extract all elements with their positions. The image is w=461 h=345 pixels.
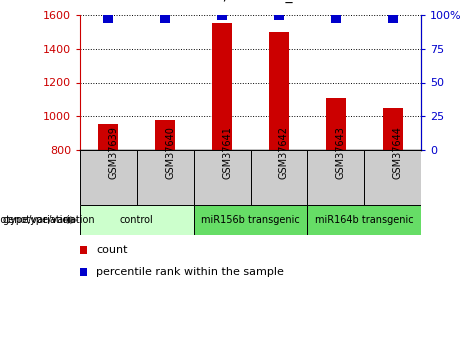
Bar xyxy=(194,150,250,205)
Text: count: count xyxy=(96,245,128,255)
Point xyxy=(332,15,339,20)
Text: control: control xyxy=(120,215,154,225)
Text: genotype/variation: genotype/variation xyxy=(0,215,78,225)
Point xyxy=(79,247,86,253)
Text: miR164b transgenic: miR164b transgenic xyxy=(315,215,414,225)
Point xyxy=(389,15,396,20)
Bar xyxy=(326,98,346,150)
Text: GSM37642: GSM37642 xyxy=(279,126,289,179)
Text: percentile rank within the sample: percentile rank within the sample xyxy=(96,267,284,277)
Point xyxy=(105,15,112,20)
Bar xyxy=(80,150,137,205)
Bar xyxy=(194,205,307,235)
Text: GSM37640: GSM37640 xyxy=(165,126,175,179)
Bar xyxy=(155,120,175,150)
Point xyxy=(161,15,169,20)
Text: miR156b transgenic: miR156b transgenic xyxy=(201,215,300,225)
Text: ▶: ▶ xyxy=(70,215,78,225)
Bar xyxy=(250,150,307,205)
Bar xyxy=(269,32,289,150)
Point xyxy=(275,12,283,18)
Text: GSM37643: GSM37643 xyxy=(336,126,346,179)
Text: GSM37639: GSM37639 xyxy=(108,126,118,179)
Text: genotype/variation: genotype/variation xyxy=(2,215,95,225)
Bar xyxy=(99,124,118,150)
Bar xyxy=(307,205,421,235)
Bar xyxy=(80,205,194,235)
Text: GSM37641: GSM37641 xyxy=(222,126,232,179)
Bar xyxy=(383,108,402,150)
Text: GSM37644: GSM37644 xyxy=(393,126,402,179)
Text: GDS2064 / 246339_at: GDS2064 / 246339_at xyxy=(154,0,307,3)
Point xyxy=(79,269,86,275)
Bar xyxy=(137,150,194,205)
Point xyxy=(219,12,226,18)
Bar xyxy=(212,23,232,150)
Bar xyxy=(364,150,421,205)
Bar xyxy=(307,150,364,205)
